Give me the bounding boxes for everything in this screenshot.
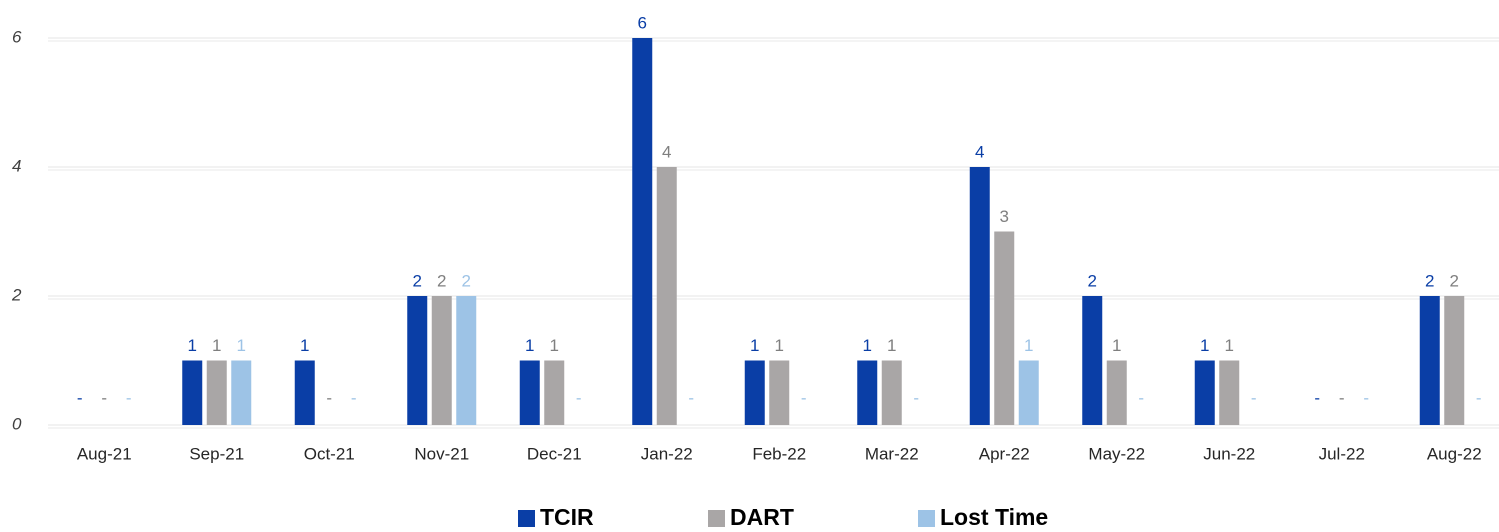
bar [456,296,477,425]
value-label: 1 [1112,336,1121,355]
legend-swatch [518,510,535,527]
bar [294,360,315,425]
value-label: 2 [1450,271,1459,290]
value-label: - [913,388,919,407]
value-label: - [326,388,332,407]
value-label: - [351,388,357,407]
value-label: 2 [413,271,422,290]
value-label: - [1314,388,1320,407]
x-tick-label: Apr-22 [979,444,1030,463]
x-tick-label: Dec-21 [527,444,582,463]
value-label: 2 [1425,271,1434,290]
bar [857,360,878,425]
bar [969,167,990,425]
value-label: 1 [887,336,896,355]
value-label: - [1251,388,1257,407]
x-tick-label: Jun-22 [1203,444,1255,463]
x-tick-label: Mar-22 [865,444,919,463]
legend-label: Lost Time [940,504,1048,530]
value-label: 2 [462,271,471,290]
value-label: - [576,388,582,407]
legend-label: TCIR [540,504,594,530]
legend-label: DART [730,504,794,530]
value-label: 1 [300,336,309,355]
value-label: 1 [188,336,197,355]
value-label: - [1476,388,1482,407]
x-tick-label: Feb-22 [752,444,806,463]
bar [1106,360,1127,425]
value-label: 4 [662,142,671,161]
value-label: - [1339,388,1345,407]
bar [544,360,565,425]
value-label: 1 [1024,336,1033,355]
bar [656,167,677,425]
value-label: 2 [437,271,446,290]
x-tick-label: Aug-21 [77,444,132,463]
value-label: 6 [638,13,647,32]
x-tick-label: Nov-21 [414,444,469,463]
value-label: 1 [1225,336,1234,355]
bar [632,38,653,425]
value-label: 1 [863,336,872,355]
legend-swatch [918,510,935,527]
x-tick-label: Sep-21 [189,444,244,463]
bar [1194,360,1215,425]
x-tick-label: Oct-21 [304,444,355,463]
y-tick-label: 4 [12,156,21,175]
value-label: 1 [550,336,559,355]
value-label: 1 [237,336,246,355]
value-label: 1 [525,336,534,355]
value-label: 3 [1000,207,1009,226]
value-label: - [801,388,807,407]
x-tick-label: Jul-22 [1319,444,1365,463]
x-tick-label: Aug-22 [1427,444,1482,463]
value-label: - [126,388,132,407]
bar [1082,296,1103,425]
bar [994,231,1015,425]
bar [431,296,452,425]
value-label: 1 [212,336,221,355]
x-tick-label: Jan-22 [641,444,693,463]
value-label: - [101,388,107,407]
value-label: - [1138,388,1144,407]
bar [769,360,790,425]
value-label: 1 [1200,336,1209,355]
x-tick-label: May-22 [1088,444,1145,463]
y-tick-label: 6 [12,27,22,46]
y-tick-label: 0 [12,414,22,433]
value-label: - [688,388,694,407]
value-label: - [1363,388,1369,407]
value-label: 4 [975,142,984,161]
bar [407,296,428,425]
value-label: - [77,388,83,407]
value-label: 1 [775,336,784,355]
bar [1018,360,1039,425]
legend-swatch [708,510,725,527]
bar [1419,296,1440,425]
bar [744,360,765,425]
bar [881,360,902,425]
bar [519,360,540,425]
bar [1219,360,1240,425]
bar [182,360,203,425]
bar [1444,296,1465,425]
bar [206,360,227,425]
value-label: 2 [1088,271,1097,290]
y-tick-label: 2 [11,285,22,304]
bar [231,360,252,425]
value-label: 1 [750,336,759,355]
